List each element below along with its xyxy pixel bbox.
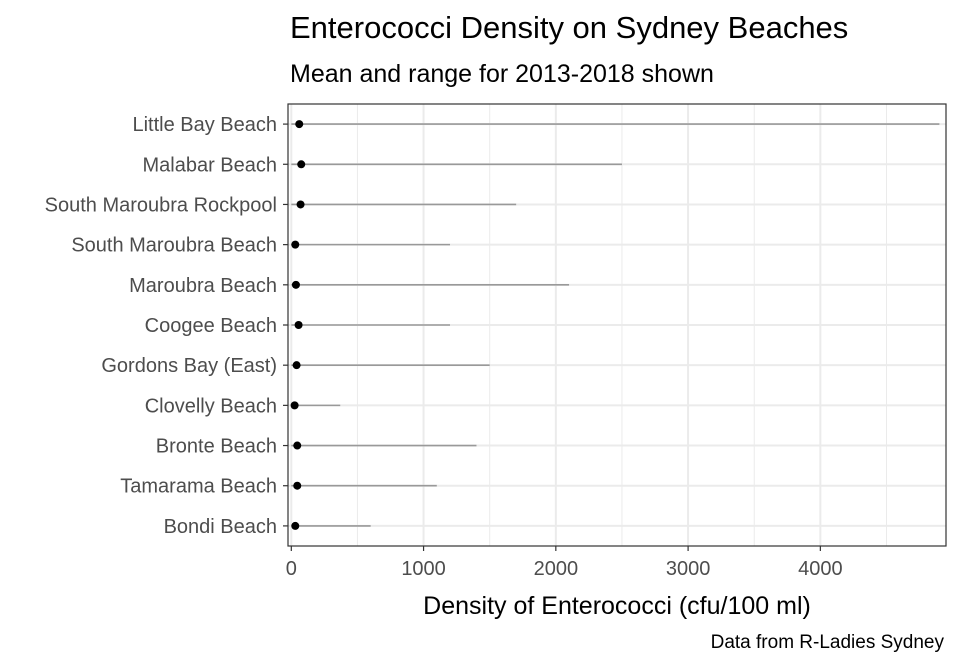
mean-point bbox=[291, 521, 300, 530]
mean-point bbox=[293, 441, 302, 450]
category-label: Coogee Beach bbox=[145, 315, 277, 337]
category-label: Malabar Beach bbox=[142, 154, 277, 176]
mean-point bbox=[296, 200, 305, 209]
range-lines bbox=[291, 123, 940, 527]
category-label: Clovelly Beach bbox=[145, 395, 277, 417]
x-tick-label: 3000 bbox=[666, 558, 711, 580]
mean-point bbox=[290, 401, 299, 410]
x-tick-label: 1000 bbox=[401, 558, 446, 580]
mean-point bbox=[291, 240, 300, 249]
x-tick-label: 4000 bbox=[798, 558, 843, 580]
mean-point bbox=[294, 321, 303, 329]
mean-point bbox=[291, 280, 300, 289]
category-label: Tamarama Beach bbox=[120, 476, 277, 498]
chart-title: Enterococci Density on Sydney Beaches bbox=[290, 10, 849, 45]
y-axis: Little Bay Beach Malabar Beach South Marou… bbox=[45, 114, 288, 538]
x-tick-label: 0 bbox=[286, 558, 297, 580]
mean-points bbox=[290, 120, 306, 530]
mean-point bbox=[295, 120, 304, 129]
mean-point bbox=[292, 361, 301, 370]
x-tick-label: 2000 bbox=[534, 558, 579, 580]
mean-point bbox=[293, 481, 302, 490]
chart-caption: Data from R-Ladies Sydney bbox=[710, 632, 944, 653]
category-label: South Maroubra Beach bbox=[71, 235, 277, 257]
category-label: South Maroubra Rockpool bbox=[45, 194, 277, 216]
category-label: Bronte Beach bbox=[156, 436, 277, 458]
x-axis: 0 1000 2000 3000 4000 bbox=[286, 546, 843, 580]
category-label: Bondi Beach bbox=[164, 516, 277, 538]
category-label: Little Bay Beach bbox=[132, 114, 277, 136]
category-label: Maroubra Beach bbox=[129, 275, 277, 297]
x-axis-title: Density of Enterococci (cfu/100 ml) bbox=[423, 592, 811, 620]
chart-subtitle: Mean and range for 2013-2018 shown bbox=[290, 60, 714, 88]
mean-point bbox=[297, 160, 306, 169]
category-label: Gordons Bay (East) bbox=[101, 355, 277, 377]
